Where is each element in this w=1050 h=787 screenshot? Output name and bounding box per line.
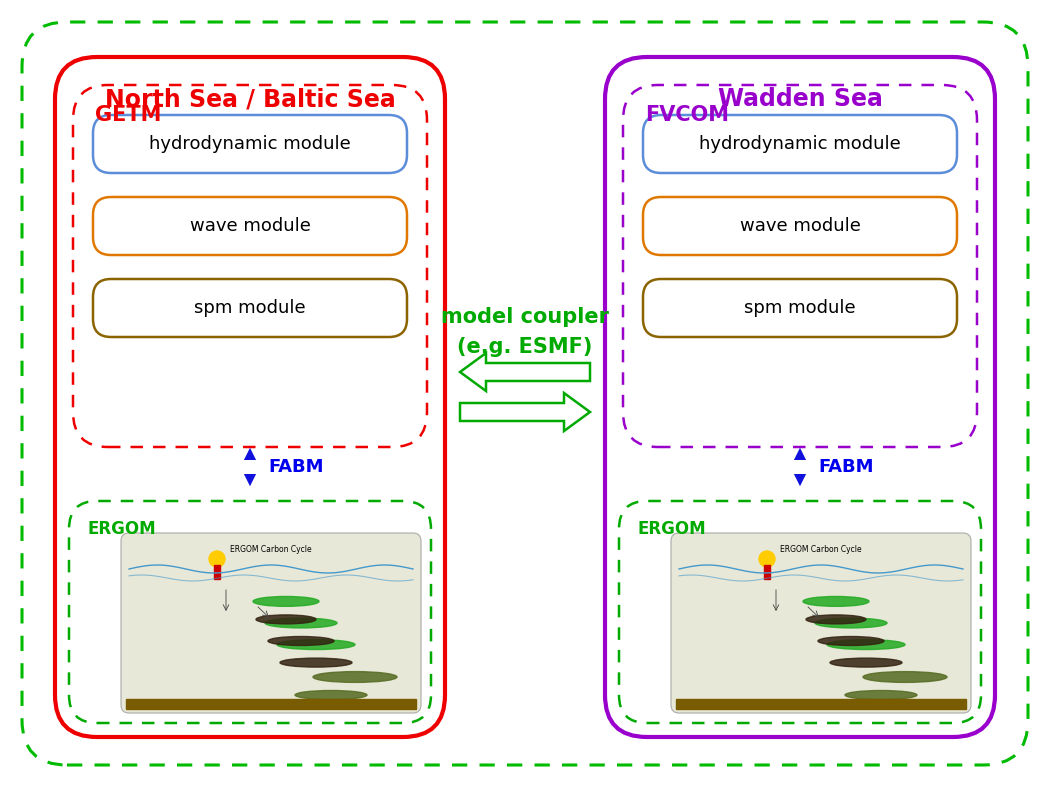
Ellipse shape [313,671,397,682]
Text: spm module: spm module [744,299,856,317]
Text: FABM: FABM [268,458,323,476]
Text: model coupler: model coupler [441,307,609,327]
Text: GETM: GETM [94,105,162,125]
FancyBboxPatch shape [671,533,971,713]
FancyBboxPatch shape [643,279,957,337]
Circle shape [759,551,775,567]
Text: spm module: spm module [194,299,306,317]
Text: hydrodynamic module: hydrodynamic module [699,135,901,153]
Text: FVCOM: FVCOM [645,105,729,125]
FancyBboxPatch shape [22,22,1028,765]
FancyBboxPatch shape [69,501,430,723]
Ellipse shape [253,597,319,606]
Ellipse shape [803,597,869,606]
Ellipse shape [295,690,367,700]
Text: Wadden Sea: Wadden Sea [717,87,882,111]
Polygon shape [460,353,590,391]
FancyBboxPatch shape [643,115,957,173]
Text: ERGOM Carbon Cycle: ERGOM Carbon Cycle [230,545,312,554]
FancyBboxPatch shape [74,85,427,447]
Ellipse shape [265,618,337,628]
Text: North Sea / Baltic Sea: North Sea / Baltic Sea [105,87,396,111]
Ellipse shape [830,658,902,667]
Ellipse shape [863,671,947,682]
Ellipse shape [815,618,887,628]
Text: hydrodynamic module: hydrodynamic module [149,135,351,153]
Bar [764,565,770,579]
FancyBboxPatch shape [93,197,407,255]
Bar [676,699,966,709]
Text: FABM: FABM [818,458,874,476]
Text: (e.g. ESMF): (e.g. ESMF) [458,337,592,357]
Ellipse shape [256,615,316,624]
Text: ERGOM Carbon Cycle: ERGOM Carbon Cycle [780,545,862,554]
FancyBboxPatch shape [93,279,407,337]
Ellipse shape [268,637,334,645]
FancyBboxPatch shape [605,57,995,737]
Ellipse shape [806,615,866,624]
Polygon shape [460,393,590,431]
Text: wave module: wave module [739,217,860,235]
Circle shape [209,551,225,567]
Bar [126,699,416,709]
Text: wave module: wave module [190,217,311,235]
Text: ERGOM: ERGOM [637,520,706,538]
Bar [214,565,220,579]
Text: ERGOM: ERGOM [87,520,155,538]
Ellipse shape [818,637,884,645]
Ellipse shape [845,690,917,700]
Ellipse shape [827,640,905,649]
FancyBboxPatch shape [121,533,421,713]
FancyBboxPatch shape [93,115,407,173]
Ellipse shape [277,640,355,649]
FancyBboxPatch shape [643,197,957,255]
FancyBboxPatch shape [55,57,445,737]
Ellipse shape [280,658,352,667]
FancyBboxPatch shape [623,85,976,447]
FancyBboxPatch shape [620,501,981,723]
